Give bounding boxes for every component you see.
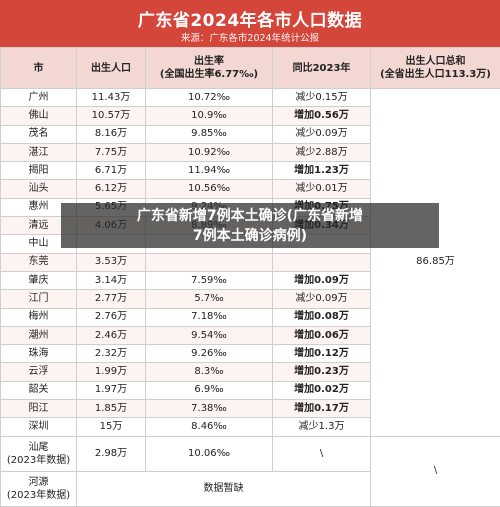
birth-pop-cell: 6.71万 <box>77 162 146 180</box>
table-header-row: 市 出生人口 出生率 (全国出生率6.77‰) 同比2023年 出生人口总和 (… <box>1 48 500 89</box>
birth-rate-cell: 11.94‰ <box>146 162 273 180</box>
missing-data-cell: 数据暂缺 <box>77 471 371 506</box>
yoy-cell: 增加0.12万 <box>273 345 371 363</box>
birth-pop-cell: 6.12万 <box>77 180 146 198</box>
header-birth-rate-note: (全国出生率6.77‰) <box>146 68 272 81</box>
total-cell: 86.85万 <box>371 89 500 437</box>
city-cell: 云浮 <box>1 363 77 381</box>
yoy-cell: 增加0.08万 <box>273 308 371 326</box>
yoy-cell: 减少2.88万 <box>273 143 371 161</box>
birth-rate-cell: 7.38‰ <box>146 400 273 418</box>
header-total: 出生人口总和 (全省出生人口113.3万) <box>371 48 500 89</box>
birth-rate-cell: 10.92‰ <box>146 143 273 161</box>
overlay-line-1: 广东省新增7例本土确诊(广东省新增 <box>61 206 439 226</box>
city-cell: 珠海 <box>1 345 77 363</box>
city-cell: 东莞 <box>1 253 77 271</box>
header-banner: 广东省2024年各市人口数据 来源：广东各市2024年统计公报 <box>0 0 500 47</box>
birth-pop-cell: 11.43万 <box>77 89 146 107</box>
birth-rate-cell: 8.3‰ <box>146 363 273 381</box>
yoy-cell: 减少0.15万 <box>273 89 371 107</box>
yoy-cell: 增加0.02万 <box>273 381 371 399</box>
city-cell: 揭阳 <box>1 162 77 180</box>
birth-rate-cell: 10.56‰ <box>146 180 273 198</box>
header-birth-rate-label: 出生率 <box>146 55 272 68</box>
birth-pop-cell: 3.53万 <box>77 253 146 271</box>
birth-pop-cell: 3.14万 <box>77 271 146 289</box>
yoy-cell: 增加0.17万 <box>273 400 371 418</box>
city-cell: 河源(2023年数据) <box>1 471 77 506</box>
source-note: 来源：广东各市2024年统计公报 <box>0 30 500 44</box>
city-cell: 江门 <box>1 290 77 308</box>
city-name: 河源 <box>1 476 76 489</box>
city-cell: 汕尾(2023年数据) <box>1 436 77 471</box>
yoy-cell: 减少1.3万 <box>273 418 371 436</box>
yoy-cell: 减少0.09万 <box>273 290 371 308</box>
city-cell: 阳江 <box>1 400 77 418</box>
city-cell: 汕头 <box>1 180 77 198</box>
city-cell: 湛江 <box>1 143 77 161</box>
header-total-note: (全省出生人口113.3万) <box>371 68 500 81</box>
city-cell: 潮州 <box>1 326 77 344</box>
city-cell: 广州 <box>1 89 77 107</box>
header-birth-pop: 出生人口 <box>77 48 146 89</box>
city-cell: 佛山 <box>1 107 77 125</box>
city-note: (2023年数据) <box>1 454 76 467</box>
city-note: (2023年数据) <box>1 489 76 502</box>
birth-pop-cell: 2.77万 <box>77 290 146 308</box>
birth-pop-cell: 1.99万 <box>77 363 146 381</box>
total-cell: \ <box>371 436 500 506</box>
birth-rate-cell: 9.26‰ <box>146 345 273 363</box>
header-total-label: 出生人口总和 <box>371 55 500 68</box>
birth-rate-cell: 9.54‰ <box>146 326 273 344</box>
birth-rate-cell: 8.46‰ <box>146 418 273 436</box>
city-cell: 肇庆 <box>1 271 77 289</box>
city-cell: 茂名 <box>1 125 77 143</box>
birth-pop-cell: 2.76万 <box>77 308 146 326</box>
header-birth-rate: 出生率 (全国出生率6.77‰) <box>146 48 273 89</box>
yoy-cell <box>273 253 371 271</box>
birth-rate-cell: 9.85‰ <box>146 125 273 143</box>
yoy-cell: \ <box>273 436 371 471</box>
birth-rate-cell: 7.18‰ <box>146 308 273 326</box>
birth-rate-cell: 10.06‰ <box>146 436 273 471</box>
birth-rate-cell: 7.59‰ <box>146 271 273 289</box>
yoy-cell: 增加0.56万 <box>273 107 371 125</box>
page: 广东省2024年各市人口数据 来源：广东各市2024年统计公报 市 出生人口 出… <box>0 0 500 485</box>
header-yoy: 同比2023年 <box>273 48 371 89</box>
city-cell: 韶关 <box>1 381 77 399</box>
birth-pop-cell: 7.75万 <box>77 143 146 161</box>
birth-rate-cell <box>146 253 273 271</box>
overlay-line-2: 7例本土确诊病例) <box>61 226 439 246</box>
yoy-cell: 减少0.01万 <box>273 180 371 198</box>
yoy-cell: 增加0.09万 <box>273 271 371 289</box>
birth-rate-cell: 6.9‰ <box>146 381 273 399</box>
header-city: 市 <box>1 48 77 89</box>
yoy-cell: 增加0.23万 <box>273 363 371 381</box>
yoy-cell: 增加0.06万 <box>273 326 371 344</box>
city-name: 汕尾 <box>1 441 76 454</box>
birth-pop-cell: 8.16万 <box>77 125 146 143</box>
city-cell: 梅州 <box>1 308 77 326</box>
city-cell: 深圳 <box>1 418 77 436</box>
birth-rate-cell: 5.7‰ <box>146 290 273 308</box>
population-table: 市 出生人口 出生率 (全国出生率6.77‰) 同比2023年 出生人口总和 (… <box>0 47 500 507</box>
birth-pop-cell: 15万 <box>77 418 146 436</box>
birth-pop-cell: 10.57万 <box>77 107 146 125</box>
birth-pop-cell: 2.98万 <box>77 436 146 471</box>
page-title: 广东省2024年各市人口数据 <box>0 6 500 31</box>
news-caption-overlay: 广东省新增7例本土确诊(广东省新增 7例本土确诊病例) <box>61 203 439 248</box>
birth-pop-cell: 1.85万 <box>77 400 146 418</box>
birth-pop-cell: 1.97万 <box>77 381 146 399</box>
yoy-cell: 减少0.09万 <box>273 125 371 143</box>
birth-rate-cell: 10.72‰ <box>146 89 273 107</box>
birth-pop-cell: 2.32万 <box>77 345 146 363</box>
birth-rate-cell: 10.9‰ <box>146 107 273 125</box>
birth-pop-cell: 2.46万 <box>77 326 146 344</box>
yoy-cell: 增加1.23万 <box>273 162 371 180</box>
